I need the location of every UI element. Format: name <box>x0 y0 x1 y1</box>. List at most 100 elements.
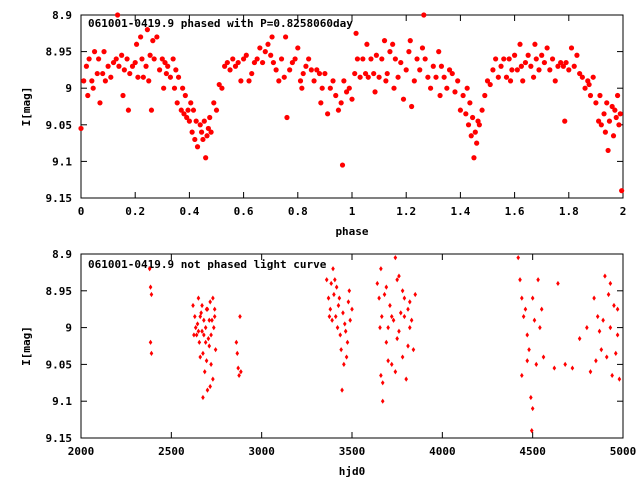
data-point <box>455 78 461 84</box>
data-point <box>397 328 401 334</box>
data-point <box>194 332 199 338</box>
data-point <box>316 70 323 77</box>
data-point <box>563 361 567 367</box>
data-point <box>409 317 414 323</box>
data-point <box>493 56 499 62</box>
data-point <box>402 295 407 301</box>
data-point <box>487 81 493 88</box>
data-point <box>609 103 615 110</box>
data-point <box>101 49 107 55</box>
data-point <box>393 369 398 375</box>
y-tick-label: 9.05 <box>46 358 73 371</box>
data-point <box>90 85 96 91</box>
x-axis-title: hjd0 <box>339 465 366 478</box>
data-point <box>114 12 121 18</box>
data-point <box>532 41 538 47</box>
data-point <box>144 27 150 33</box>
data-point <box>511 52 518 58</box>
data-point <box>533 56 539 62</box>
data-point <box>227 67 233 73</box>
data-point <box>140 74 146 80</box>
data-point <box>292 56 298 62</box>
data-point <box>525 358 530 364</box>
data-point <box>482 92 488 99</box>
data-point <box>373 52 379 58</box>
data-point <box>419 45 426 51</box>
data-point <box>599 347 604 353</box>
data-point <box>181 111 187 117</box>
data-point <box>139 56 145 62</box>
data-point <box>523 306 528 312</box>
x-tick-label: 2500 <box>158 445 185 458</box>
data-point <box>91 49 98 55</box>
data-point <box>357 74 363 80</box>
data-point <box>594 358 598 364</box>
data-point <box>208 383 212 390</box>
data-point <box>314 67 320 73</box>
data-point <box>200 136 206 143</box>
data-point <box>518 63 524 69</box>
data-point <box>331 266 335 272</box>
data-point <box>238 313 242 320</box>
data-point <box>532 317 537 323</box>
x-tick-label: 1.2 <box>396 205 416 218</box>
data-point <box>237 372 241 379</box>
y-axis-title: I[mag] <box>20 87 33 127</box>
data-point <box>97 100 103 106</box>
data-point <box>544 45 550 51</box>
data-point <box>389 361 394 367</box>
data-point <box>96 56 102 62</box>
data-point <box>612 302 616 309</box>
data-point <box>605 147 611 154</box>
data-point <box>205 125 211 132</box>
data-point <box>342 361 346 367</box>
data-point <box>391 85 397 91</box>
data-point <box>425 74 431 80</box>
data-point <box>100 70 106 77</box>
x-tick-label: 0.8 <box>288 205 308 218</box>
data-point <box>334 284 339 290</box>
data-point <box>262 49 268 55</box>
data-point <box>387 49 393 55</box>
data-point <box>203 155 209 161</box>
data-point <box>411 78 417 84</box>
x-tick-label: 1.4 <box>450 205 470 218</box>
data-point <box>529 394 533 401</box>
data-point <box>360 56 366 62</box>
data-point <box>326 295 331 301</box>
data-point <box>108 74 114 80</box>
data-point <box>196 295 201 301</box>
data-point <box>212 306 217 312</box>
data-point <box>83 63 90 69</box>
data-point <box>397 273 401 279</box>
data-point <box>197 339 202 345</box>
data-point <box>563 59 569 66</box>
data-point <box>507 78 514 84</box>
x-tick-label: 4500 <box>519 445 546 458</box>
panel-title: 061001-0419.9 not phased light curve <box>88 258 327 271</box>
data-point <box>530 405 535 412</box>
data-point <box>465 122 472 128</box>
data-point <box>339 162 346 168</box>
data-point <box>384 284 389 290</box>
data-point <box>408 299 412 305</box>
data-point <box>269 34 275 40</box>
data-point <box>113 56 119 62</box>
data-point <box>376 74 382 80</box>
data-point <box>165 63 171 69</box>
data-point <box>617 111 623 117</box>
data-point <box>390 41 396 47</box>
data-point <box>528 63 534 69</box>
data-point <box>474 140 480 146</box>
data-point <box>243 52 249 58</box>
data-point <box>333 92 339 99</box>
x-tick-label: 1.8 <box>559 205 579 218</box>
data-point <box>342 321 347 327</box>
data-point <box>406 343 410 349</box>
data-point <box>437 92 443 99</box>
x-tick-label: 0.6 <box>234 205 254 218</box>
data-point <box>608 325 613 331</box>
data-point <box>198 313 203 320</box>
data-point <box>192 332 196 338</box>
phased-light-curve-panel: 0 0.2 0.4 0.6 0.8 1 1.2 1.4 1.6 1.8 2 8.9 8.95 9 9.05 9… <box>20 9 626 238</box>
